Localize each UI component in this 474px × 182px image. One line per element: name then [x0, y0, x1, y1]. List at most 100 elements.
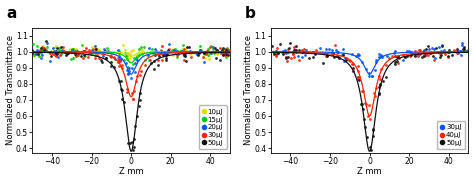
Point	[82, 47, 90, 50]
Point	[393, 60, 401, 63]
Point	[73, 49, 81, 52]
Point	[368, 74, 376, 77]
Point	[403, 50, 411, 53]
Point	[355, 54, 363, 56]
Point	[419, 50, 427, 53]
Point	[363, 68, 370, 71]
Point	[74, 54, 82, 56]
Point	[406, 50, 413, 52]
Point	[130, 90, 137, 93]
Point	[408, 54, 415, 56]
Point	[38, 49, 46, 52]
Point	[73, 53, 80, 56]
Point	[407, 51, 414, 54]
Point	[137, 69, 145, 72]
Point	[133, 114, 141, 117]
Point	[375, 86, 383, 89]
Point	[221, 48, 228, 51]
Point	[218, 52, 226, 55]
Point	[354, 54, 362, 57]
Point	[128, 141, 136, 144]
Point	[411, 50, 419, 52]
Point	[41, 48, 49, 51]
Point	[425, 48, 432, 51]
Point	[333, 50, 340, 53]
Point	[309, 51, 317, 54]
Point	[430, 58, 438, 61]
Point	[464, 48, 472, 51]
Point	[325, 48, 333, 50]
Point	[173, 50, 181, 53]
Point	[118, 67, 126, 70]
X-axis label: Z mm: Z mm	[119, 167, 144, 176]
Point	[291, 46, 298, 49]
Point	[159, 52, 167, 55]
Point	[284, 47, 292, 50]
Point	[162, 52, 169, 54]
Point	[222, 56, 230, 59]
Point	[300, 51, 307, 54]
Point	[463, 50, 470, 53]
Point	[116, 51, 123, 54]
Y-axis label: Normalized Transmittance: Normalized Transmittance	[244, 35, 253, 145]
Point	[125, 72, 132, 74]
Point	[187, 52, 194, 55]
Point	[434, 50, 442, 53]
Point	[289, 52, 297, 55]
Point	[310, 50, 317, 53]
Point	[221, 52, 228, 55]
Point	[436, 45, 443, 48]
Point	[129, 98, 137, 100]
Point	[99, 60, 106, 63]
Point	[100, 52, 107, 54]
Point	[211, 46, 219, 49]
Point	[346, 59, 354, 62]
Point	[118, 64, 126, 66]
Point	[226, 49, 234, 52]
Point	[197, 44, 204, 47]
Point	[104, 50, 111, 53]
Point	[339, 53, 347, 56]
Point	[53, 47, 61, 50]
Point	[99, 55, 107, 58]
Point	[108, 53, 115, 56]
Point	[420, 48, 428, 51]
Point	[302, 48, 310, 51]
Point	[213, 49, 221, 52]
Point	[281, 49, 289, 52]
Point	[91, 47, 98, 50]
Point	[438, 45, 446, 48]
Point	[328, 49, 336, 52]
Point	[301, 53, 309, 56]
Point	[158, 45, 166, 48]
Point	[100, 47, 108, 50]
Point	[28, 52, 36, 55]
Point	[349, 70, 356, 72]
Point	[129, 97, 137, 100]
Point	[214, 53, 221, 56]
Point	[45, 50, 53, 53]
Point	[132, 57, 139, 60]
Point	[222, 48, 229, 51]
Point	[365, 115, 372, 118]
Point	[29, 43, 37, 46]
Point	[149, 52, 157, 55]
Point	[109, 51, 117, 54]
Point	[418, 55, 426, 58]
Point	[284, 56, 292, 59]
Point	[169, 53, 176, 56]
Point	[428, 47, 436, 50]
Point	[391, 63, 399, 66]
Point	[392, 50, 399, 53]
Point	[125, 141, 132, 144]
Point	[107, 65, 114, 68]
Point	[445, 50, 452, 53]
Point	[322, 47, 329, 50]
Point	[328, 52, 336, 54]
Point	[105, 49, 112, 52]
Point	[133, 53, 141, 56]
Point	[124, 56, 131, 59]
Point	[123, 88, 131, 91]
Point	[46, 60, 54, 63]
Point	[120, 101, 128, 104]
